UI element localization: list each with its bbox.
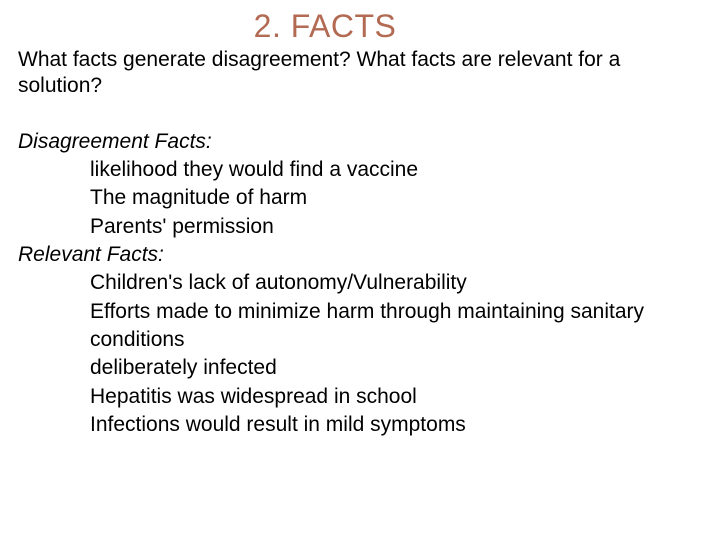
section-relevant: Relevant Facts: Children's lack of auton… — [18, 241, 702, 439]
list-item: Hepatitis was widespread in school — [18, 383, 702, 411]
section-heading-disagreement: Disagreement Facts: — [18, 128, 702, 156]
slide-subtitle: What facts generate disagreement? What f… — [18, 47, 702, 100]
list-item: Parents' permission — [18, 213, 702, 241]
list-item: Children's lack of autonomy/Vulnerabilit… — [18, 269, 702, 297]
list-item: deliberately infected — [18, 354, 702, 382]
section-heading-relevant: Relevant Facts: — [18, 241, 702, 269]
list-item: The magnitude of harm — [18, 184, 702, 212]
section-disagreement: Disagreement Facts: likelihood they woul… — [18, 128, 702, 241]
slide-content: 2. FACTS What facts generate disagreemen… — [0, 0, 720, 457]
slide-title: 2. FACTS — [0, 8, 702, 45]
list-item: Infections would result in mild symptoms — [18, 411, 702, 439]
list-item: Efforts made to minimize harm through ma… — [18, 298, 702, 355]
list-item: likelihood they would find a vaccine — [18, 156, 702, 184]
